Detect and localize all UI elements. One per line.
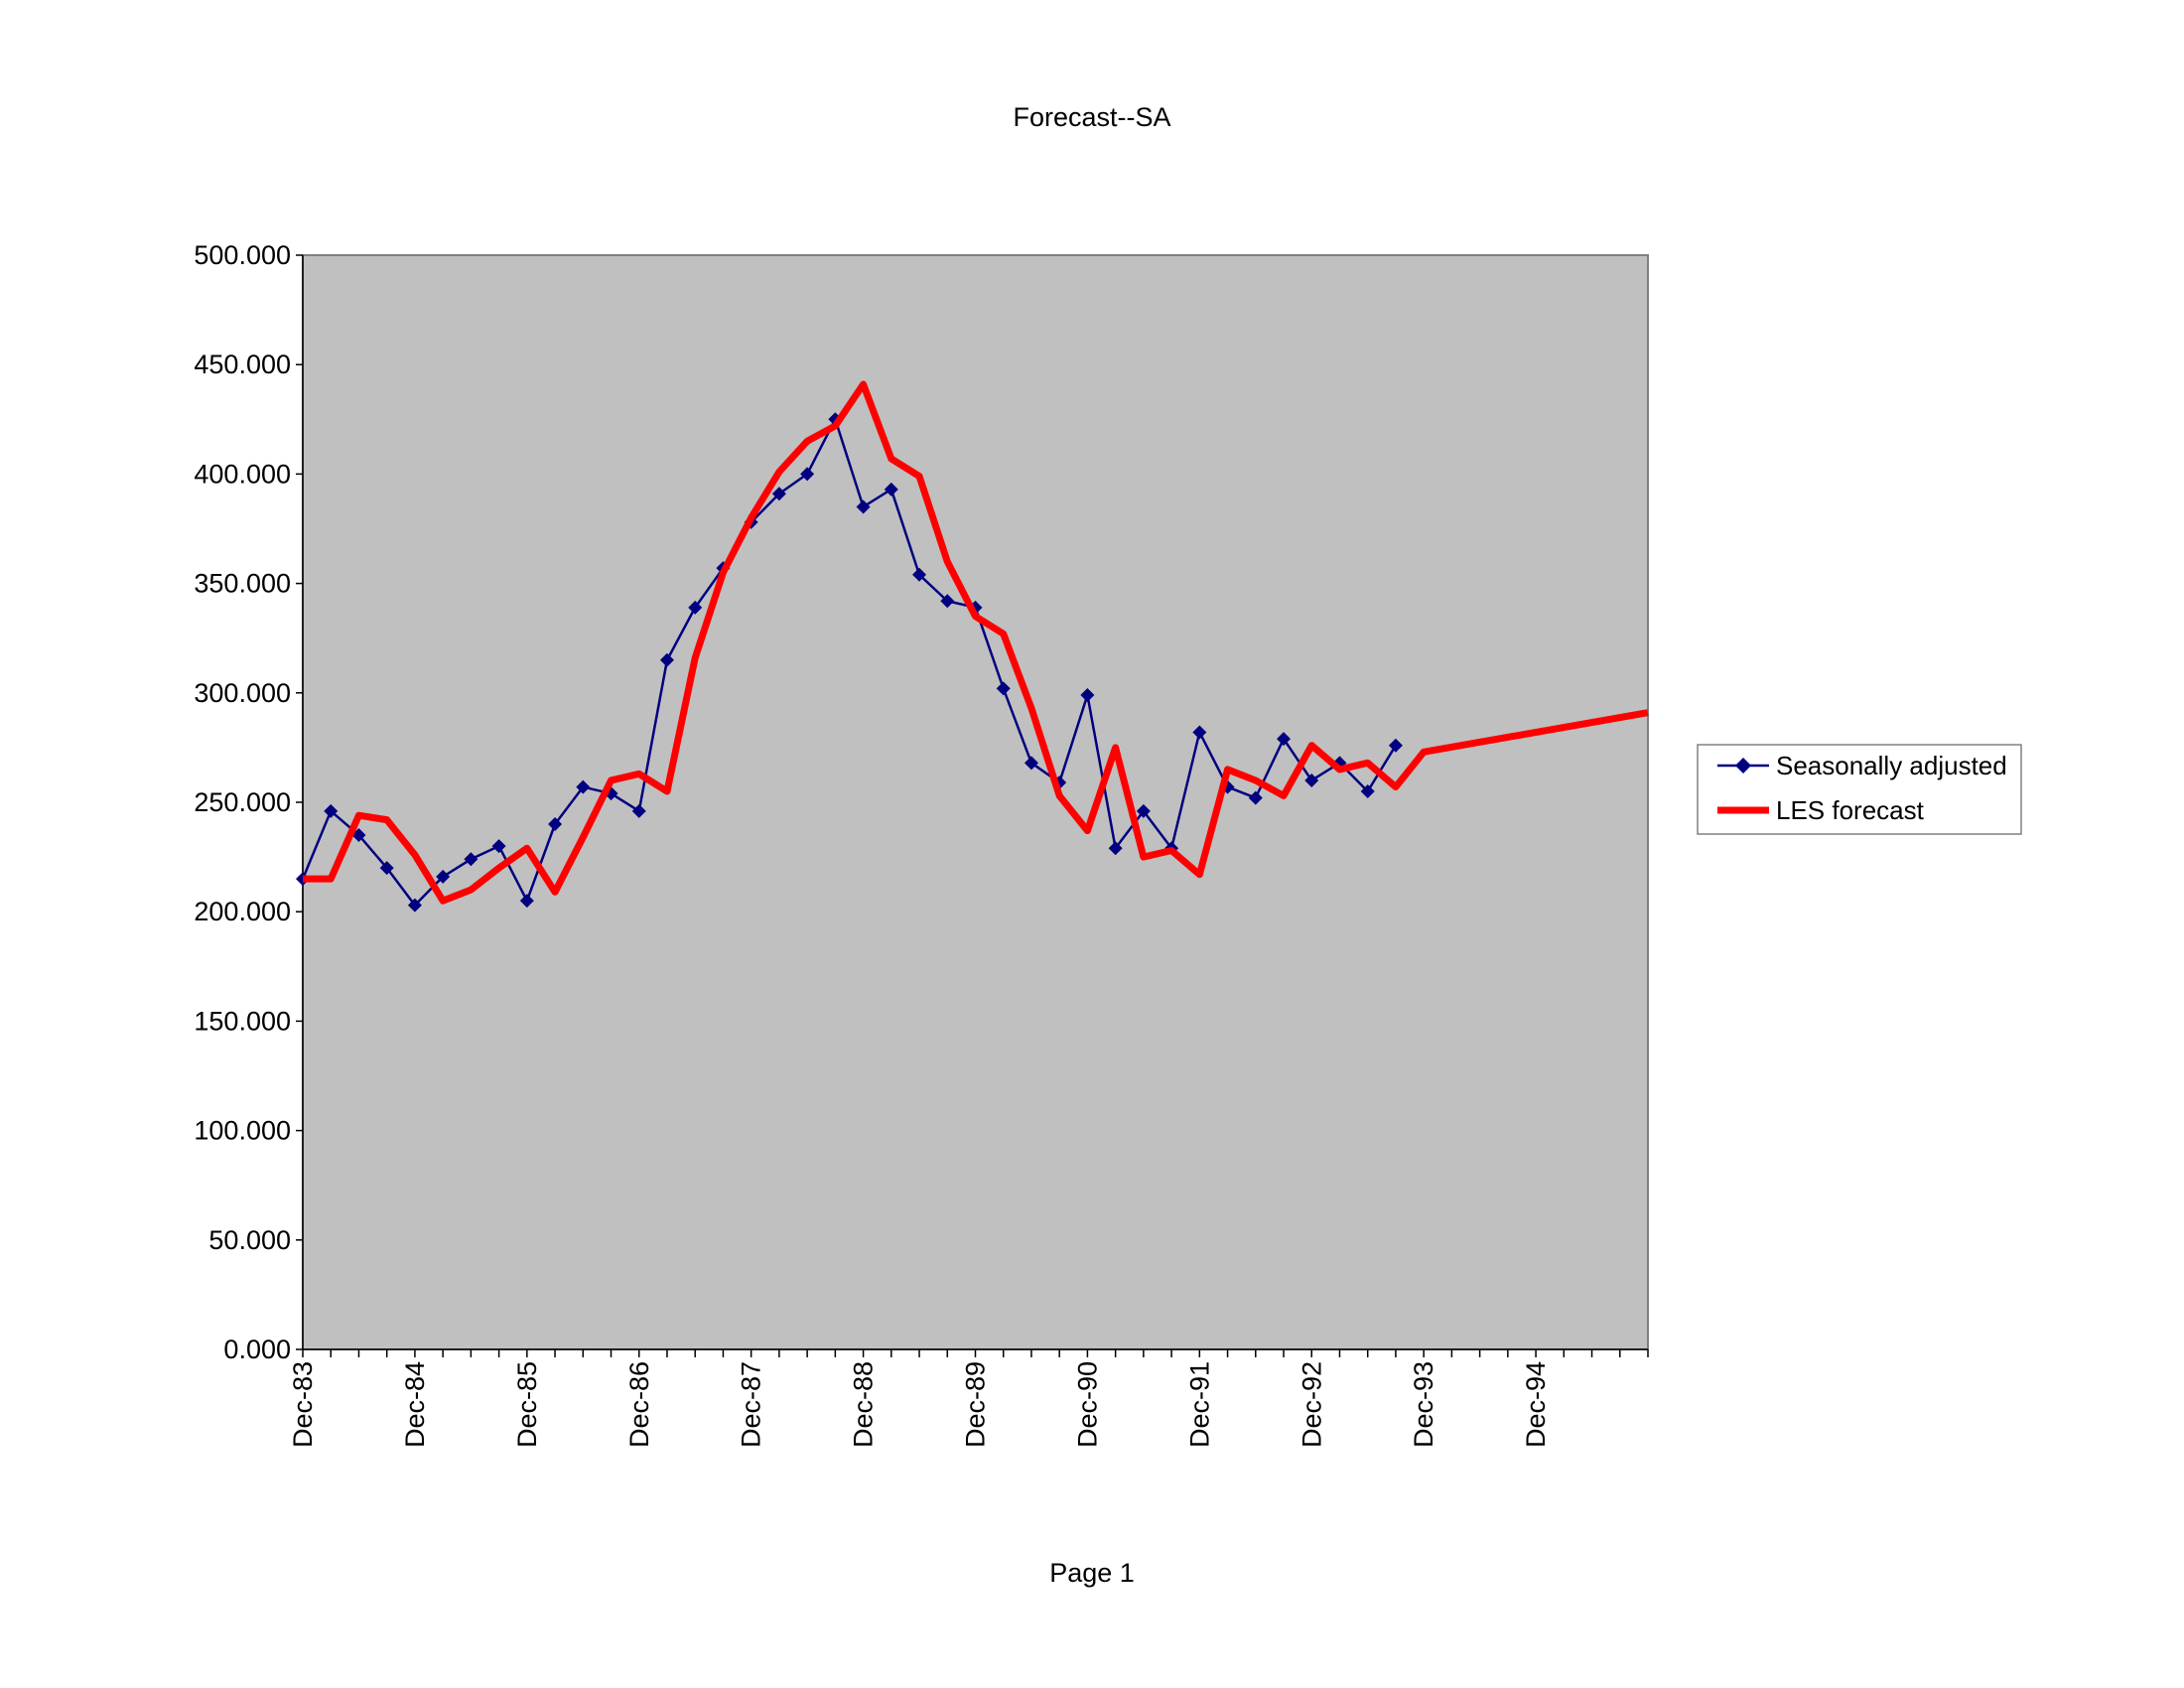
plot-area [302,254,1649,1350]
data-point-seasonally-adjusted [436,869,451,884]
chart-title: Forecast--SA [1013,102,1171,132]
x-tick-label: Dec-92 [1297,1361,1326,1448]
legend-box [1697,744,2022,835]
data-point-seasonally-adjusted [659,652,674,667]
x-tick-label: Dec-84 [400,1361,430,1448]
data-point-seasonally-adjusted [464,852,478,867]
data-point-seasonally-adjusted [491,839,506,854]
data-point-seasonally-adjusted [800,467,815,482]
y-tick-label: 200.000 [194,897,291,926]
data-point-seasonally-adjusted [1277,732,1292,747]
data-point-seasonally-adjusted [548,817,563,832]
data-point-seasonally-adjusted [940,594,955,609]
y-tick-label: 250.000 [194,787,291,817]
y-tick-label: 300.000 [194,678,291,708]
data-point-seasonally-adjusted [1080,688,1095,703]
x-axis: Dec-83 Dec-84 Dec-85 Dec-86 Dec-87 Dec-88 Dec-… [288,1348,1649,1448]
y-tick-label: 500.000 [194,240,291,270]
y-tick-label: 50.000 [208,1225,291,1255]
data-point-seasonally-adjusted [519,894,534,909]
x-tick-label: Dec-87 [737,1361,766,1448]
x-tick-label: Dec-83 [288,1361,318,1448]
x-tick-label: Dec-93 [1409,1361,1438,1448]
y-axis: 0.000 50.000 100.000 150.000 200.000 250.000 3… [194,240,304,1364]
data-point-seasonally-adjusted [1024,756,1038,771]
data-point-seasonally-adjusted [856,499,871,514]
y-tick-label: 450.000 [194,350,291,379]
y-tick-label: 350.000 [194,569,291,599]
data-point-seasonally-adjusted [324,803,339,818]
legend-marker-seasonally-adjusted [1735,758,1751,774]
y-tick-label: 0.000 [223,1335,291,1364]
series-line-les-forecast [303,380,1649,905]
x-tick-label: Dec-90 [1072,1361,1102,1448]
x-tick-label: Dec-88 [849,1361,879,1448]
data-point-seasonally-adjusted [771,487,786,501]
y-tick-label: 100.000 [194,1116,291,1146]
data-point-seasonally-adjusted [1108,841,1123,856]
legend-label-les-forecast: LES forecast [1776,795,1925,825]
legend: Seasonally adjusted LES forecast [1697,744,2022,835]
legend-label-seasonally-adjusted: Seasonally adjusted [1776,751,2007,780]
x-tick-label: Dec-94 [1521,1361,1551,1448]
y-tick-label: 150.000 [194,1006,291,1036]
data-point-seasonally-adjusted [912,567,927,582]
data-point-seasonally-adjusted [1304,773,1319,787]
y-tick-label: 400.000 [194,459,291,489]
data-point-seasonally-adjusted [576,779,591,794]
data-point-seasonally-adjusted [1136,803,1151,818]
data-point-seasonally-adjusted [631,803,646,818]
data-point-seasonally-adjusted [379,861,394,876]
data-point-seasonally-adjusted [688,600,703,615]
x-tick-label: Dec-89 [961,1361,991,1448]
series-layer [296,380,1649,913]
x-tick-label: Dec-91 [1184,1361,1214,1448]
data-point-seasonally-adjusted [407,898,422,913]
series-line-seasonally-adjusted [301,418,1398,907]
data-point-seasonally-adjusted [996,681,1011,696]
data-point-seasonally-adjusted [1248,790,1263,805]
x-tick-label: Dec-85 [512,1361,542,1448]
page-footer: Page 1 [1049,1558,1135,1588]
x-tick-label: Dec-86 [624,1361,654,1448]
data-point-seasonally-adjusted [1192,725,1207,740]
data-point-seasonally-adjusted [1360,783,1375,798]
data-point-seasonally-adjusted [884,482,898,496]
data-point-seasonally-adjusted [1388,738,1403,753]
